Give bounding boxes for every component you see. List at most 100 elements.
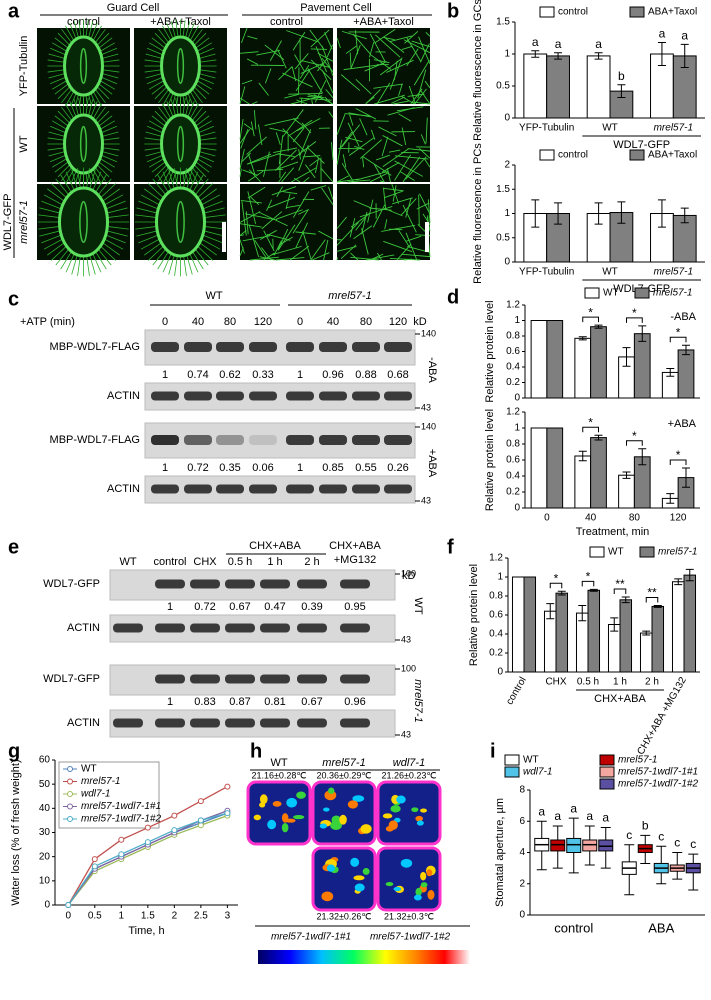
microtubule [54,161,69,173]
microtubule [60,251,72,270]
microtubule [196,42,212,52]
y-tick-label: 1 [514,423,520,434]
microtubule [92,253,102,273]
quant-value: 0.95 [344,601,365,613]
microtubule [95,174,107,193]
microtubule [195,161,210,173]
y-tick-label: 0.8 [506,331,520,342]
quant-value: 0.72 [187,462,208,474]
microtubule [162,25,172,42]
y-tick-label: 0.4 [489,629,503,640]
microtubule [301,60,330,68]
microtubule [158,88,170,104]
microtubule [203,230,225,237]
axis-label: +ATP (min) [20,316,75,328]
lane-label: 80 [360,316,372,328]
microtubule [90,100,98,118]
legend-swatch [539,6,555,18]
microtubule [310,59,332,81]
microtubule [57,110,71,124]
microtubule [321,57,334,73]
y-axis-label: Relative protein level [468,564,480,666]
blot-band [260,674,290,684]
microtubule [379,58,402,76]
plant-spot [281,823,289,833]
column-label: +ABA+Taxol [353,16,414,28]
microtubule [92,103,102,120]
microtubule [281,167,295,183]
microtubule [77,255,81,276]
y-tick-label: 0.6 [506,346,520,357]
microtubule [57,86,71,100]
microtubule [102,137,120,141]
marker-label: 100 [401,568,416,578]
microtubule [86,255,90,276]
error-bar [622,347,631,367]
microtubule [107,226,129,230]
microtubule [240,199,262,204]
microtubule [419,193,431,215]
microtubule [149,80,165,90]
microtubule [336,175,350,183]
microtubule [104,238,124,250]
error-bar [578,605,587,622]
bar [619,599,633,673]
microtubule [423,158,431,168]
microtubule [336,178,360,183]
bar [683,574,697,673]
point [224,810,231,817]
y-tick-label: 0.8 [506,439,520,450]
box [598,839,614,852]
plant-spot [415,815,423,822]
microtubule [405,156,427,180]
microtubule [60,174,72,193]
microtubule [54,83,69,95]
microtubule [266,233,291,241]
group-label: WDL7-GFP [613,139,670,151]
microtubule [294,53,309,70]
y-tick-label: 0.2 [506,377,520,388]
microtubule [350,212,371,228]
microtubule [199,147,217,151]
microtubule [195,37,210,49]
lane-label: 80 [224,316,236,328]
microtubule [391,96,405,104]
microtubule [242,169,258,176]
microtubule [373,94,405,105]
microtubule [419,148,431,159]
legend-swatch [599,754,615,766]
microtubule [361,211,368,235]
blot-band [155,623,185,633]
blot-band [352,484,380,494]
microtubule [166,22,174,40]
bar [530,427,548,509]
microtubule [302,155,321,158]
quant-value: 1 [162,462,168,474]
error-bar [594,434,603,441]
microtubule [65,90,75,107]
legend-swatch [504,766,520,778]
microtubule [149,42,165,52]
microtubule [182,19,186,38]
microtubule [383,240,413,253]
temperature-label: 21.32±0.3℃ [384,911,434,921]
microtubule [73,21,79,39]
quant-value: 0.39 [301,601,322,613]
microtubule [278,66,293,81]
panel-letter: e [8,536,19,558]
microtubule [247,58,259,65]
microtubule [250,121,255,137]
x-tick-label: 2.5 [194,911,208,922]
microtubule [406,37,422,63]
microtubule [271,245,302,256]
microtubule [99,42,115,52]
microtubule [189,25,199,42]
significance-letter: a [595,37,602,51]
microtubule [102,59,120,63]
x-tick-label: 1.5 [141,911,155,922]
microtubule [309,159,318,167]
microtubule [368,42,375,58]
blot-band [260,623,290,633]
significance-bracket [581,580,595,587]
microtubule [361,228,369,255]
